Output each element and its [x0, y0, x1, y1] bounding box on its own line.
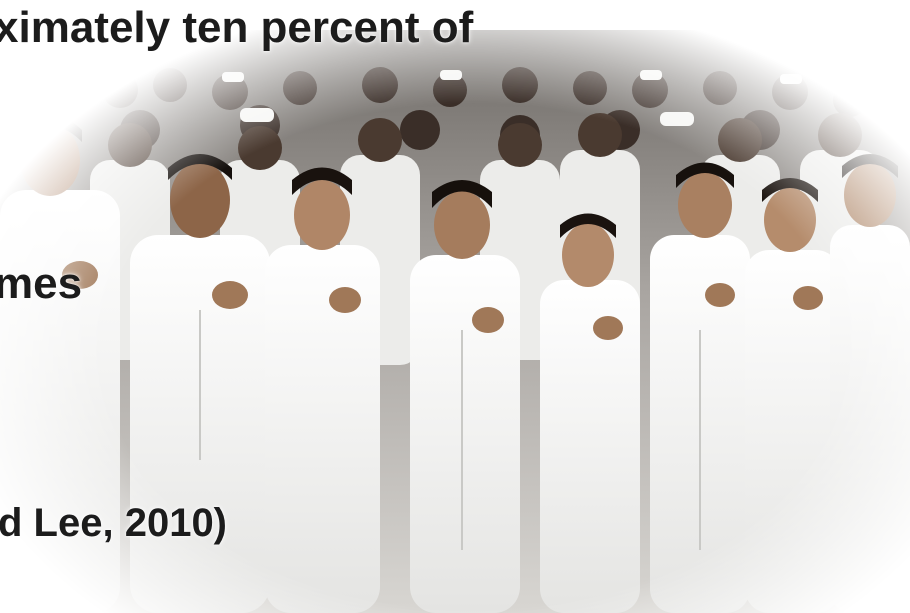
slide-text-line-2: mes [0, 259, 83, 308]
nurses-photo-illustration [0, 30, 910, 613]
slide-text-line-3: d Lee, 2010) [0, 501, 228, 545]
slide-text-line-1: ximately ten percent of [0, 3, 474, 52]
nurses-group-photo [0, 30, 910, 613]
